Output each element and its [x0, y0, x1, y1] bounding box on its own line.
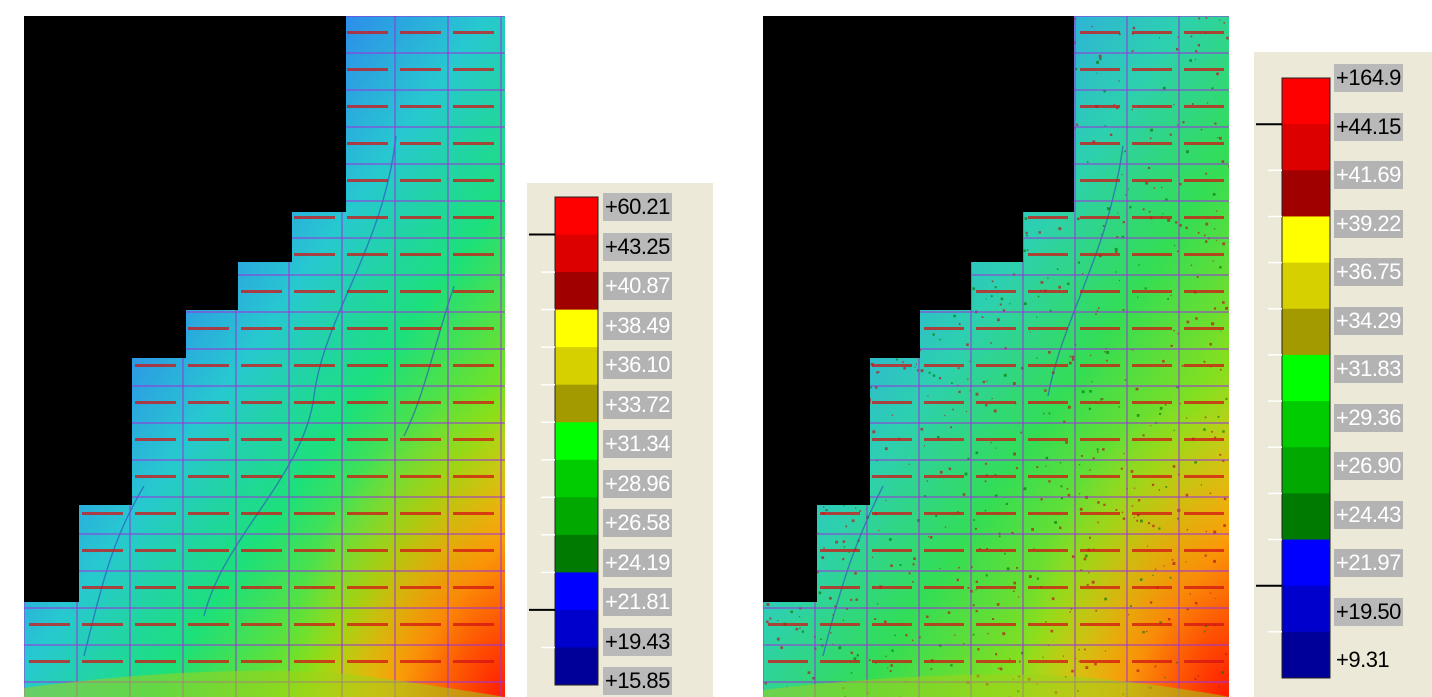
legend-label: +33.72	[603, 390, 672, 419]
legend-label: +21.97	[1334, 549, 1403, 577]
legend-band	[555, 347, 598, 386]
legend-band	[555, 234, 598, 273]
legend-band	[1282, 401, 1330, 448]
legend-label: +9.31	[1336, 647, 1390, 672]
legend-label: +21.81	[603, 588, 672, 616]
valley-band	[24, 670, 505, 697]
legend-band	[555, 572, 598, 611]
legend-band	[555, 609, 598, 648]
legend-label: +26.58	[603, 509, 672, 537]
legend-label: +43.25	[603, 232, 672, 261]
legend-label: +41.69	[1334, 161, 1403, 189]
legend-label: +34.29	[1334, 306, 1403, 335]
legend-band	[1282, 78, 1330, 125]
legend-band	[1282, 216, 1330, 264]
legend-label: +40.87	[603, 272, 672, 300]
map-left[interactable]	[24, 16, 505, 697]
legend-band	[1282, 447, 1330, 494]
legend-band	[555, 384, 598, 423]
legend-band	[1282, 631, 1330, 679]
legend-label: +31.83	[1334, 355, 1403, 383]
legend-right: +164.9 +44.15 +41.69 +39.22 +36.75 +34.29 +31.…	[1254, 52, 1432, 697]
legend-label: +19.50	[1334, 597, 1403, 626]
legend-band	[1282, 262, 1330, 310]
valley-band	[763, 674, 1229, 697]
legend-label: +28.96	[603, 469, 672, 498]
legend-label: +26.90	[1334, 452, 1403, 480]
legend-label: +164.9	[1334, 64, 1403, 92]
legend-label: +60.21	[603, 193, 672, 221]
legend-label: +19.43	[603, 627, 672, 656]
map-right[interactable]	[763, 16, 1229, 697]
legend-band	[555, 197, 598, 236]
legend-right-scale	[1256, 77, 1331, 679]
map-left-raster	[24, 16, 505, 697]
legend-band	[1282, 170, 1330, 217]
legend-band	[555, 647, 598, 686]
legend-band	[555, 534, 598, 573]
legend-label: +24.43	[1334, 500, 1403, 529]
legend-label: +44.15	[1334, 112, 1403, 141]
legend-band	[555, 497, 598, 536]
legend-band	[555, 459, 598, 498]
legend-label: +38.49	[603, 311, 672, 340]
legend-band	[1282, 354, 1330, 402]
legend-band	[1282, 539, 1330, 587]
legend-band	[1282, 308, 1330, 356]
legend-label: +39.22	[1334, 209, 1403, 238]
legend-band	[1282, 493, 1330, 541]
legend-label: +15.85	[603, 667, 672, 695]
legend-label: +31.34	[603, 430, 672, 458]
legend-left-scale	[529, 196, 599, 686]
legend-band	[1282, 124, 1330, 171]
legend-label: +29.36	[1334, 403, 1403, 432]
legend-band	[555, 422, 598, 461]
legend-left: +60.21 +43.25 +40.87 +38.49 +36.10 +33.72 +31.…	[527, 183, 713, 697]
legend-label: +36.10	[603, 351, 672, 379]
legend-label: +36.75	[1334, 258, 1403, 286]
legend-band	[555, 309, 598, 348]
legend-band	[1282, 585, 1330, 633]
map-right-raster	[763, 16, 1229, 697]
legend-band	[555, 272, 598, 311]
legend-label: +24.19	[603, 548, 672, 577]
